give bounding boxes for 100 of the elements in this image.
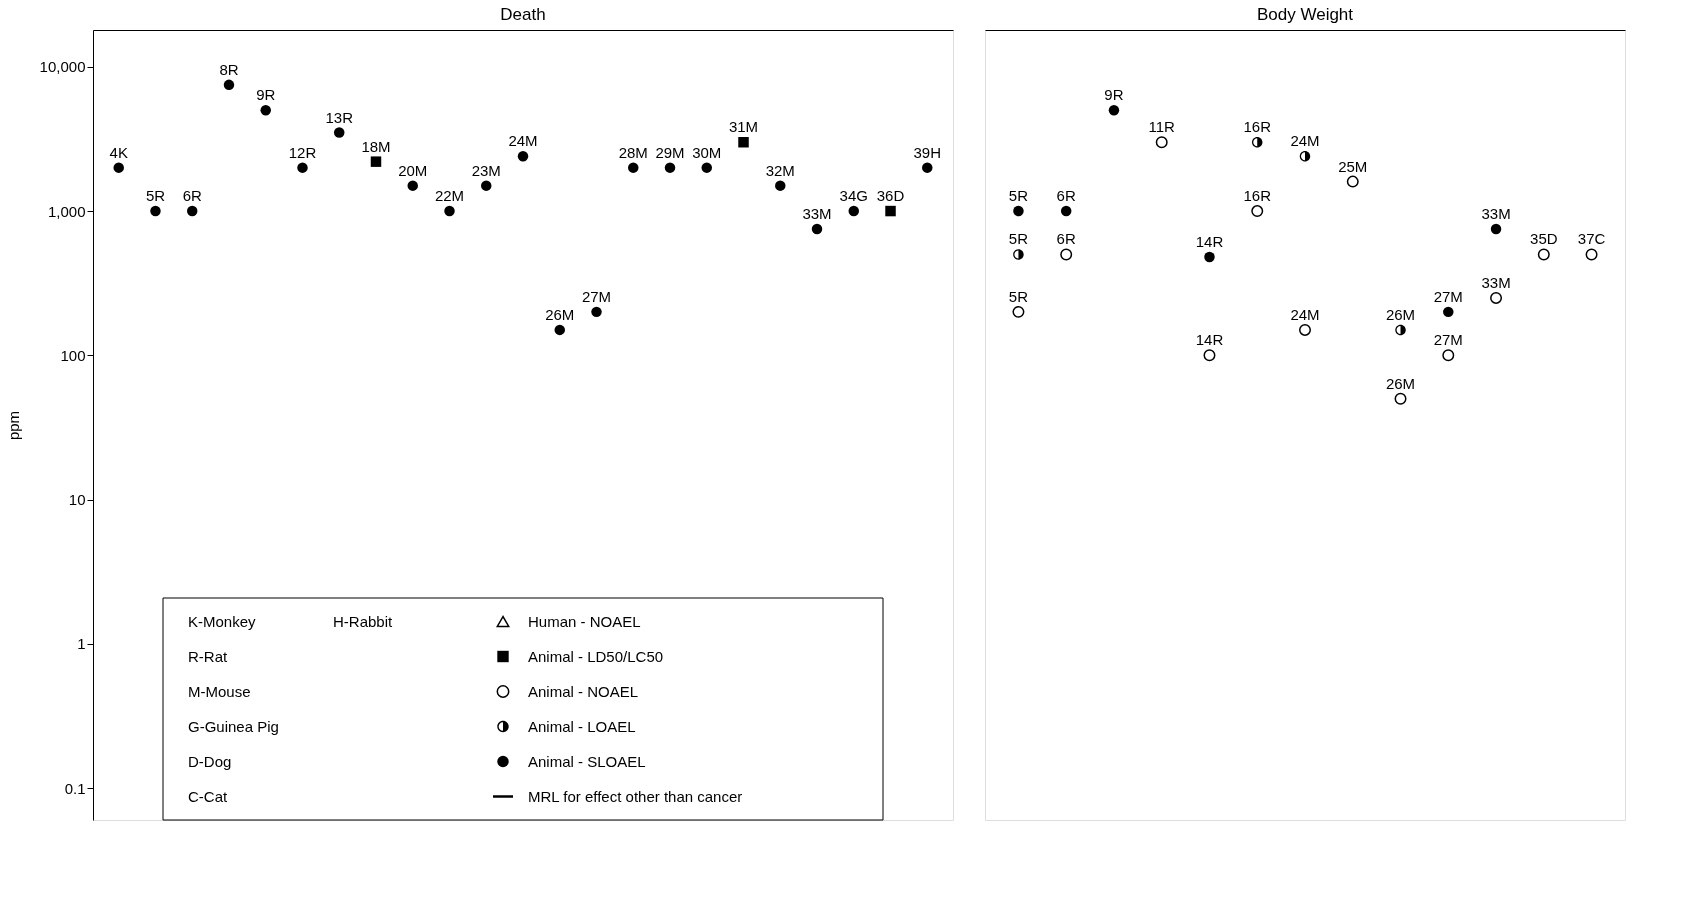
category-label: 34G: [839, 187, 868, 205]
category-label: 16R: [1243, 118, 1271, 136]
point: [1251, 205, 1264, 218]
annotation: D-Dog: [188, 752, 232, 770]
annotation: C-Cat: [188, 787, 228, 805]
category-label: 39H: [913, 143, 942, 161]
annotation: R-Rat: [188, 647, 228, 665]
category-label: 31M: [728, 118, 759, 136]
category-label: 20M: [398, 161, 428, 179]
point: [407, 180, 418, 191]
category-label: 14R: [1195, 331, 1224, 349]
point: [1060, 248, 1073, 261]
point: [1013, 205, 1024, 217]
category-label: 35D: [1530, 230, 1558, 248]
category-label: 32M: [765, 161, 795, 179]
point: [1060, 205, 1072, 217]
category-label: 27M: [1433, 331, 1463, 349]
point: [1490, 291, 1503, 304]
point: [1443, 306, 1454, 318]
point: [848, 205, 860, 217]
annotation: M-Mouse: [188, 682, 251, 700]
point: [811, 223, 823, 235]
category-label: 27M: [1433, 287, 1463, 305]
y-tick-label: 1: [77, 635, 86, 653]
point: [370, 156, 382, 167]
point: [775, 180, 786, 191]
legend-label: MRL for effect other than cancer: [528, 787, 743, 805]
category-label: 6R: [182, 187, 202, 205]
point: [664, 162, 676, 173]
point: [1013, 249, 1024, 260]
point: [1203, 349, 1216, 362]
point: [738, 136, 749, 148]
category-label: 24M: [1290, 132, 1320, 150]
chart-title: Body Weight: [1256, 5, 1354, 24]
annotation: G-Guinea Pig: [188, 717, 279, 735]
y-tick-label: 10: [68, 491, 86, 509]
category-label: 5R: [145, 187, 166, 205]
category-label: 5R: [1008, 230, 1029, 248]
y-tick-label: 1,000: [47, 202, 86, 220]
point: [1299, 323, 1311, 336]
y-axis-title: ppm: [4, 410, 22, 441]
point: [260, 105, 271, 116]
category-label: 37C: [1577, 230, 1606, 248]
point: [1395, 324, 1406, 336]
category-label: 8R: [219, 60, 239, 78]
category-label: 27M: [581, 287, 612, 305]
point: [1299, 150, 1311, 162]
point: [1490, 223, 1502, 235]
category-label: 30M: [692, 143, 722, 161]
category-label: 16R: [1243, 187, 1271, 205]
point: [1108, 105, 1120, 116]
category-label: 25M: [1338, 157, 1368, 175]
point: [1537, 248, 1550, 261]
point: [701, 162, 712, 173]
category-label: 13R: [325, 108, 353, 126]
y-tick-label: 10,000: [39, 58, 86, 76]
point: [334, 127, 345, 138]
category-label: 22M: [434, 187, 465, 205]
point: [885, 205, 896, 217]
legend-label: Animal - LD50/LC50: [528, 647, 664, 665]
category-label: 6R: [1056, 187, 1076, 205]
category-label: 12R: [288, 143, 317, 161]
y-tick-label: 0.1: [64, 779, 86, 797]
legend-label: Human - NOAEL: [528, 612, 641, 630]
point: [1442, 349, 1455, 362]
point: [150, 205, 161, 217]
legend-label: Animal - LOAEL: [528, 717, 636, 735]
point: [1585, 248, 1598, 261]
point: [481, 180, 492, 191]
category-label: 6R: [1056, 230, 1076, 248]
point: [186, 205, 198, 217]
point: [628, 162, 639, 173]
point: [1394, 392, 1407, 405]
legend-label: Animal - SLOAEL: [528, 752, 646, 770]
point: [1204, 251, 1215, 263]
legend-label: Animal - NOAEL: [528, 682, 639, 700]
point: [1155, 136, 1168, 149]
category-label: 9R: [1104, 86, 1124, 104]
category-label: 33M: [1481, 205, 1511, 223]
point: [444, 205, 455, 217]
category-label: 5R: [1008, 287, 1029, 305]
category-label: 26M: [1385, 305, 1416, 323]
category-label: 9R: [256, 86, 276, 104]
category-label: 5R: [1008, 187, 1029, 205]
point: [517, 150, 529, 162]
category-label: 26M: [545, 305, 575, 323]
category-label: 18M: [361, 137, 391, 155]
point: [297, 162, 308, 173]
category-label: 33M: [1481, 273, 1511, 291]
category-label: 36D: [876, 187, 905, 205]
category-label: 29M: [655, 143, 685, 161]
point: [591, 306, 602, 318]
category-label: 23M: [471, 161, 501, 179]
category-label: 11R: [1148, 118, 1175, 136]
category-label: 24M: [508, 132, 538, 150]
point: [223, 79, 235, 91]
annotation: H-Rabbit: [333, 612, 394, 630]
category-label: 4K: [109, 143, 128, 161]
point: [113, 162, 124, 173]
category-label: 24M: [1290, 305, 1320, 323]
